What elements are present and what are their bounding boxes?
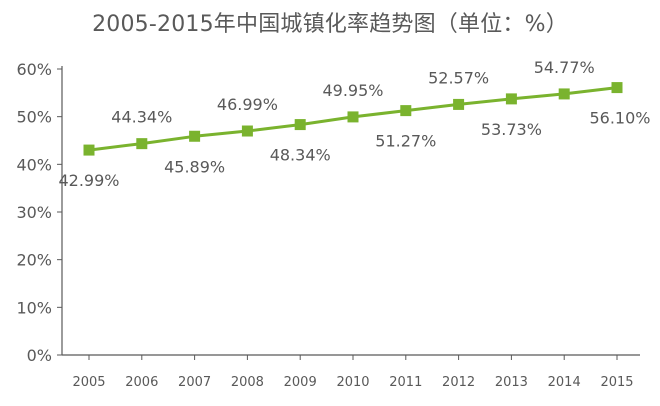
data-label: 54.77%: [534, 58, 595, 77]
x-tick-label: 2009: [284, 375, 317, 390]
y-tick-label: 40%: [16, 155, 52, 174]
y-tick-label: 50%: [16, 108, 52, 127]
data-label: 46.99%: [217, 95, 278, 114]
data-label: 49.95%: [322, 81, 383, 100]
data-label: 52.57%: [428, 68, 489, 87]
chart-title: 2005-2015年中国城镇化率趋势图（单位：%）: [92, 12, 568, 37]
x-tick-label: 2006: [125, 375, 158, 390]
x-tick-label: 2013: [495, 375, 528, 390]
x-tick-label: 2010: [336, 375, 369, 390]
data-label: 42.99%: [58, 171, 119, 190]
data-point-marker: [241, 125, 253, 137]
y-tick-label: 10%: [16, 298, 52, 317]
data-label: 51.27%: [375, 132, 436, 151]
data-point-marker: [505, 93, 517, 105]
x-tick-label: 2011: [389, 375, 422, 390]
data-label: 44.34%: [111, 108, 172, 127]
y-tick-label: 60%: [16, 60, 52, 79]
y-tick-label: 30%: [16, 203, 52, 222]
x-tick-label: 2005: [72, 375, 105, 390]
data-point-marker: [294, 119, 306, 131]
x-tick-label: 2015: [600, 375, 633, 390]
data-point-marker: [136, 138, 148, 150]
data-point-marker: [558, 88, 570, 100]
data-point-marker: [400, 105, 412, 117]
x-tick-label: 2008: [231, 375, 264, 390]
data-point-marker: [453, 98, 465, 110]
x-tick-label: 2012: [442, 375, 475, 390]
y-tick-label: 20%: [16, 251, 52, 270]
data-point-marker: [189, 130, 201, 142]
data-label: 48.34%: [270, 146, 331, 165]
data-point-marker: [83, 144, 95, 156]
x-tick-label: 2014: [548, 375, 581, 390]
data-label: 45.89%: [164, 157, 225, 176]
y-tick-label: 0%: [27, 346, 52, 365]
data-label: 53.73%: [481, 120, 542, 139]
x-tick-label: 2007: [178, 375, 211, 390]
data-point-marker: [347, 111, 359, 123]
data-label: 56.10%: [589, 109, 650, 128]
data-point-marker: [611, 82, 623, 94]
